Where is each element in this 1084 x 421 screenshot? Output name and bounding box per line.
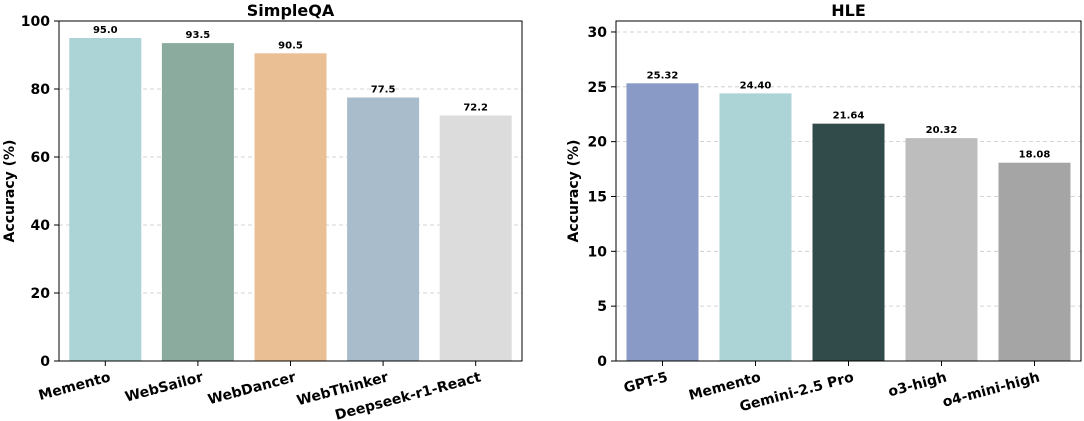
data-label: 93.5: [186, 30, 211, 41]
y-tick-label: 40: [31, 218, 51, 234]
y-axis-label: Accuracy (%): [566, 140, 582, 243]
y-tick-label: 80: [31, 82, 51, 98]
data-label: 21.64: [833, 111, 865, 122]
y-tick-label: 25: [588, 80, 607, 96]
bar: [161, 43, 234, 361]
x-tick-label: o4-mini-high: [941, 369, 1042, 410]
y-tick-label: 15: [588, 189, 607, 205]
y-tick-label: 20: [31, 286, 51, 302]
data-label: 25.32: [647, 70, 679, 81]
data-label: 24.40: [740, 80, 772, 91]
data-label: 18.08: [1019, 150, 1051, 161]
data-label: 77.5: [371, 85, 396, 96]
x-tick-label: Memento: [37, 369, 113, 404]
data-label: 20.32: [926, 125, 958, 136]
x-tick-label: WebDancer: [206, 369, 297, 408]
bar: [626, 83, 699, 361]
bar: [998, 162, 1071, 361]
data-label: 72.2: [463, 103, 488, 114]
y-tick-label: 30: [588, 25, 608, 41]
y-tick-label: 5: [597, 299, 607, 315]
y-tick-label: 100: [21, 14, 50, 30]
y-tick-label: 0: [597, 354, 607, 370]
x-tick-label: GPT-5: [622, 369, 669, 396]
bar: [905, 138, 978, 361]
bar: [439, 115, 512, 362]
bar: [69, 38, 142, 361]
y-tick-label: 60: [31, 150, 51, 166]
y-tick-label: 20: [588, 135, 608, 151]
bar: [719, 93, 792, 362]
x-tick-label: o3-high: [886, 369, 948, 400]
bar: [812, 123, 885, 361]
data-label: 90.5: [278, 40, 303, 51]
bar: [254, 53, 327, 362]
plot-frame: [58, 20, 523, 362]
y-axis-label: Accuracy (%): [2, 140, 18, 243]
y-tick-label: 0: [40, 354, 50, 370]
bar: [347, 97, 420, 361]
x-tick-label: WebSailor: [123, 369, 205, 405]
plot-frame: [615, 20, 1082, 362]
data-label: 95.0: [93, 25, 118, 36]
y-tick-label: 10: [588, 244, 608, 260]
chart-title: HLE: [831, 1, 866, 20]
chart-title: SimpleQA: [247, 1, 335, 20]
